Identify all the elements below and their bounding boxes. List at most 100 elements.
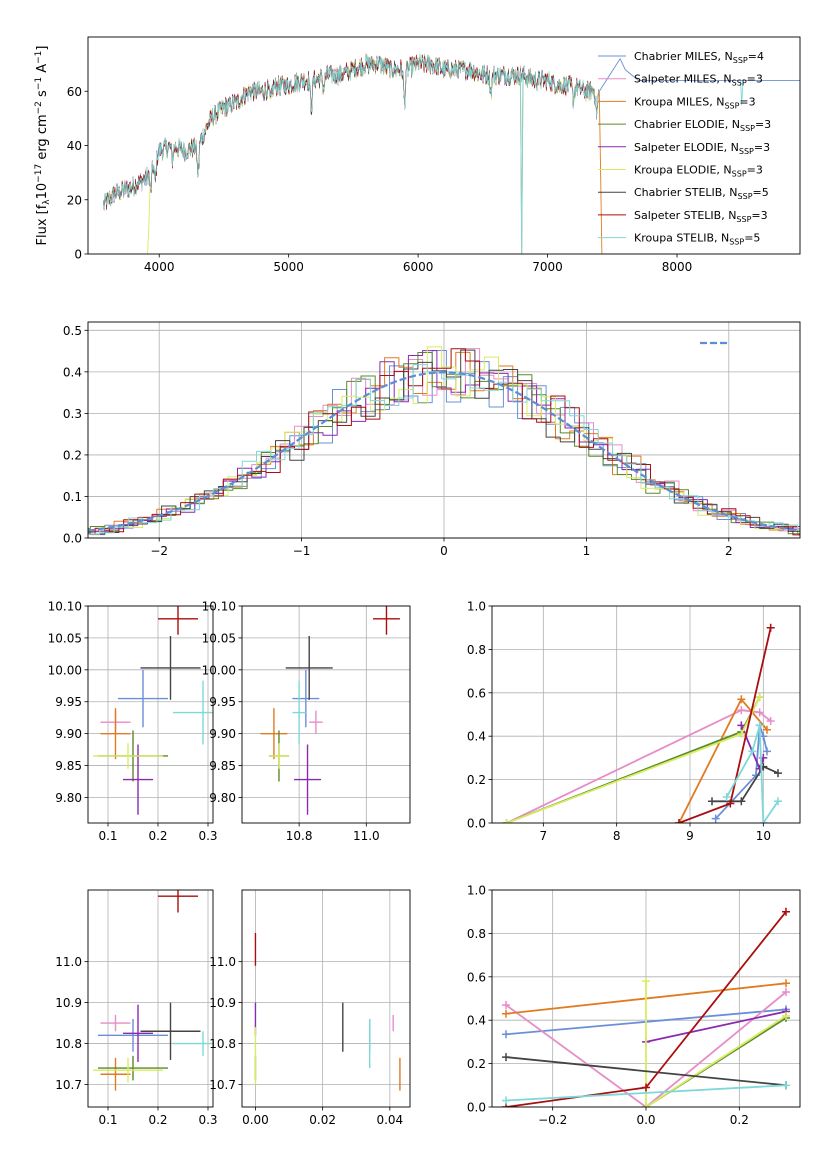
- spectrum-ylabel-part: −17: [34, 164, 44, 183]
- weight-marker: [726, 799, 735, 808]
- spectrum-model-tail: [519, 74, 524, 254]
- weight-line: [645, 981, 787, 1107]
- weight-marker: [708, 797, 716, 806]
- weight-marker: [737, 695, 746, 704]
- weight-marker: [502, 1001, 510, 1010]
- weight-marker: [502, 1053, 510, 1062]
- spectrum-ylabel-part: Flux [f: [35, 204, 50, 245]
- spectrum-ytick-label: 40: [67, 139, 82, 153]
- spectrum-xtick-label: 6000: [403, 260, 434, 274]
- mass-vs-EBV-panel: 0.00 0.02 0.04 10.7 10.8 10.9 11.0: [209, 889, 411, 1127]
- weight-vs-age-panel: 7 8 9 10 0.0 0.2 0.4 0.6 0.8 1.0: [467, 600, 801, 843]
- weight-marker: [502, 1030, 510, 1039]
- weight-line: [725, 724, 779, 823]
- spectrum-model-tail: [598, 58, 800, 92]
- weight-vs-Z-panel: −0.2 0.0 0.2 0.0 0.2 0.4 0.6 0.8 1.0: [467, 884, 801, 1127]
- legend-sub: SSP: [724, 101, 739, 110]
- weight-marker: [737, 706, 746, 715]
- weight-marker: [782, 907, 790, 916]
- weight-vs-age-xtick-label: 10: [756, 829, 771, 843]
- spectrum-xtick-label: 8000: [662, 260, 693, 274]
- mass-vs-EBV-xtick-label: 0.00: [242, 1113, 269, 1127]
- weight-line: [506, 709, 772, 823]
- age-vs-Z-ytick-label: 10.00: [48, 663, 82, 677]
- spectrum-ylabel-part: −2: [34, 101, 44, 114]
- weight-vs-Z-frame: [491, 889, 801, 1108]
- weight-marker: [737, 730, 746, 739]
- mass-vs-EBV-ytick-label: 10.8: [209, 1037, 236, 1051]
- weight-marker: [642, 1083, 650, 1092]
- mass-vs-Z-ytick-label: 10.9: [55, 996, 82, 1010]
- legend-label: Chabrier ELODIE, N: [634, 118, 740, 131]
- residuals-marks: [88, 346, 800, 536]
- spectrum-ytick-label: 0: [74, 248, 82, 262]
- legend-entry: Chabrier ELODIE, NSSP=3: [634, 118, 771, 133]
- legend-entry: Kroupa MILES, NSSP=3: [634, 95, 756, 110]
- weight-vs-age-xtick-label: 9: [686, 829, 694, 843]
- age-vs-mass-ytick-label: 10.05: [202, 631, 236, 645]
- weight-line: [712, 765, 779, 803]
- weight-marker: [502, 819, 511, 823]
- legend-label: Chabrier STELIB, N: [634, 186, 738, 199]
- spectrum-frame: [87, 36, 801, 255]
- residuals-ytick-label: 0.5: [63, 324, 82, 338]
- spectrum-ylabel-part: A: [35, 64, 50, 77]
- age-vs-mass-frame: [241, 605, 411, 824]
- mass-vs-EBV-ytick-label: 10.7: [209, 1078, 236, 1092]
- age-vs-mass-xtick-label: 11.0: [353, 829, 380, 843]
- weight-marker: [766, 623, 775, 632]
- mass-vs-Z-ytick-label: 10.8: [55, 1037, 82, 1051]
- mass-vs-Z-marks: [93, 890, 213, 1091]
- age-vs-Z-xtick-label: 0.3: [198, 829, 217, 843]
- age-vs-mass-ytick-label: 10.00: [202, 663, 236, 677]
- weight-vs-Z-ytick-label: 0.8: [467, 927, 486, 941]
- weight-line: [505, 1084, 787, 1102]
- residuals-xtick-label: −1: [293, 544, 311, 558]
- weight-vs-Z-xtick-label: 0.0: [636, 1113, 655, 1127]
- histogram-step: [88, 351, 800, 535]
- age-vs-Z-panel: 0.1 0.2 0.3 9.80 9.85 9.90 9.95 10.00 10.05 10.10: [48, 600, 218, 844]
- gaussian-curve: [88, 371, 800, 532]
- spectrum-xtick-label: 7000: [532, 260, 563, 274]
- weight-vs-Z-ytick-label: 0.2: [467, 1057, 486, 1071]
- weight-marker: [748, 747, 757, 756]
- spectrum-ylabel-part: ]: [35, 46, 50, 51]
- legend-label: Salpeter ELODIE, N: [634, 141, 739, 154]
- age-vs-Z-ytick-label: 9.90: [55, 727, 82, 741]
- weight-vs-Z-ytick-label: 1.0: [467, 884, 486, 898]
- weight-marker: [755, 693, 764, 702]
- mass-vs-Z-frame: [87, 889, 214, 1108]
- spectrum-ytick-label: 60: [67, 85, 82, 99]
- spectrum-ylabel-part: 10: [35, 183, 50, 200]
- legend-label: Kroupa STELIB, N: [634, 232, 729, 245]
- legend-entry: Chabrier STELIB, NSSP=5: [634, 186, 769, 201]
- weight-marker: [774, 769, 782, 778]
- residuals-panel: −2 −1 0 1 2 0.0 0.1 0.2 0.3 0.4 0.5: [63, 321, 801, 558]
- age-vs-Z-ytick-label: 9.80: [55, 791, 82, 805]
- weight-marker: [763, 747, 771, 756]
- weight-marker: [502, 1009, 510, 1018]
- weight-marker: [763, 725, 771, 734]
- legend-label: Kroupa ELODIE, N: [634, 164, 732, 177]
- legend-label: Salpeter STELIB, N: [634, 209, 736, 222]
- legend-entry: Salpeter STELIB, NSSP=3: [634, 209, 768, 224]
- weight-marker: [782, 987, 790, 996]
- legend-tail: =3: [751, 209, 767, 222]
- weight-marker: [755, 721, 764, 730]
- weight-line: [505, 1056, 787, 1087]
- residuals-ytick-label: 0.3: [63, 407, 82, 421]
- residuals-ytick-label: 0.4: [63, 365, 82, 379]
- age-vs-mass-ytick-label: 9.90: [209, 727, 236, 741]
- mass-vs-EBV-ytick-label: 10.9: [209, 996, 236, 1010]
- legend-sub: SSP: [729, 238, 744, 247]
- weight-vs-Z-xtick-label: −0.2: [538, 1113, 567, 1127]
- weight-vs-age-ytick-label: 0.4: [467, 730, 486, 744]
- weight-vs-Z-marks: [502, 907, 790, 1107]
- spectrum-ylabel-part: erg cm: [35, 114, 50, 163]
- weight-marker: [737, 721, 746, 730]
- legend-sub: SSP: [733, 56, 748, 65]
- legend-tail: =3: [755, 118, 771, 131]
- age-vs-mass-ytick-label: 9.95: [209, 695, 236, 709]
- residuals-ytick-label: 0.0: [63, 532, 82, 546]
